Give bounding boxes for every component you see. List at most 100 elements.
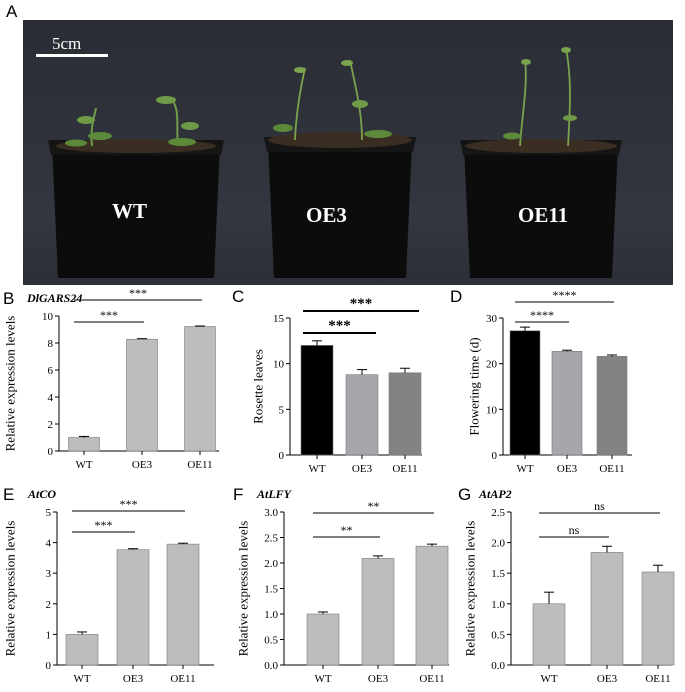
- significance-label: ****: [530, 308, 554, 322]
- y-tick-label: 5: [279, 404, 285, 416]
- y-tick-label: 20: [486, 359, 498, 371]
- bar-wt: [300, 345, 334, 456]
- significance-label: ***: [100, 308, 118, 322]
- x-tick-label: OE3: [352, 463, 373, 475]
- panel-letter-g: G: [458, 485, 471, 504]
- chart-panel-f: F AtLFY 0.0 0.5 1.0 1.5 2.0 2.5 3.0 Relative expr…: [233, 485, 449, 685]
- pot-oe11: OE11: [460, 47, 622, 278]
- x-tick-label: OE11: [599, 463, 624, 475]
- x-tick-label: WT: [73, 673, 90, 685]
- pot-wt: WT: [48, 96, 224, 278]
- y-tick-label: 3: [46, 568, 52, 580]
- y-tick-label: 4: [48, 392, 54, 404]
- y-tick-label: 1.5: [491, 568, 505, 580]
- bar-oe3: [345, 374, 379, 456]
- chart-title-f: AtLFY: [256, 487, 293, 501]
- chart-panel-e: E AtCO 0 1 2 3 4 5 Relative expression levels WT O…: [3, 485, 214, 685]
- x-tick-label: WT: [314, 673, 331, 685]
- chart-panel-c: C 0 5 10 15 Rosette leaves WT OE3 OE11 *** ***: [232, 287, 422, 475]
- y-tick-label: 1: [46, 629, 52, 641]
- x-tick-label: OE3: [597, 673, 618, 685]
- significance-label: ****: [553, 288, 577, 302]
- y-tick-label: 2: [48, 419, 54, 431]
- x-tick-label: OE11: [419, 673, 444, 685]
- significance-label: ***: [95, 518, 113, 532]
- y-tick-label: 0: [279, 450, 285, 462]
- x-tick-label: OE11: [392, 463, 417, 475]
- y-tick-label: 0.5: [491, 629, 505, 641]
- panel-letter-c: C: [232, 287, 244, 306]
- bar-oe11: [415, 545, 449, 666]
- y-tick-label: 10: [486, 404, 498, 416]
- x-tick-label: WT: [75, 459, 92, 471]
- y-tick-label: 0.0: [264, 660, 278, 672]
- x-tick-label: OE3: [132, 459, 153, 471]
- y-tick-label: 1.0: [491, 599, 505, 611]
- y-tick-label: 2.5: [491, 507, 505, 519]
- y-axis-label: Relative expression levels: [3, 521, 18, 657]
- y-tick-label: 10: [42, 311, 54, 323]
- bar-oe3: [361, 558, 395, 666]
- bar-oe3: [551, 351, 583, 456]
- x-tick-label: OE3: [368, 673, 389, 685]
- y-axis-label: Relative expression levels: [3, 316, 18, 452]
- scale-bar-label: 5cm: [52, 34, 81, 53]
- bar-wt: [532, 603, 566, 666]
- y-tick-label: 0.5: [264, 635, 278, 647]
- y-tick-label: 5: [46, 507, 52, 519]
- x-tick-label: OE11: [645, 673, 670, 685]
- x-tick-label: OE3: [123, 673, 144, 685]
- y-tick-label: 10: [273, 359, 285, 371]
- bar-oe11: [641, 571, 675, 666]
- panel-letter-d: D: [450, 287, 462, 306]
- chart-panel-d: D 0 10 20 30 Flowering time (d) WT OE3 OE11 **** *…: [450, 287, 632, 475]
- pot-oe3: OE3: [264, 59, 416, 278]
- y-tick-label: 2.0: [491, 538, 505, 550]
- significance-label: **: [341, 523, 353, 537]
- y-tick-label: 0: [492, 450, 498, 462]
- chart-title-g: AtAP2: [478, 487, 512, 501]
- x-tick-label: OE3: [557, 463, 578, 475]
- y-tick-label: 8: [48, 338, 54, 350]
- photo-panel-letter: A: [6, 2, 18, 21]
- significance-label: ***: [129, 286, 147, 300]
- significance-label: ***: [328, 318, 351, 334]
- y-tick-label: 1.0: [264, 609, 278, 621]
- y-tick-label: 30: [486, 313, 498, 325]
- bar-oe11: [166, 543, 200, 666]
- scale-bar: [36, 54, 108, 57]
- y-axis-label: Relative expression levels: [463, 521, 478, 657]
- chart-title-b: DlGARS24: [26, 291, 82, 305]
- pot-label-wt: WT: [112, 199, 147, 223]
- pot-label-oe3: OE3: [306, 203, 347, 227]
- chart-title-e: AtCO: [27, 487, 56, 501]
- y-tick-label: 6: [48, 365, 54, 377]
- significance-label: **: [368, 499, 380, 513]
- y-axis-label: Relative expression levels: [236, 521, 251, 657]
- photo-panel: A 5cm WT: [6, 2, 673, 285]
- y-tick-label: 4: [46, 538, 52, 550]
- pot-label-oe11: OE11: [518, 203, 568, 227]
- y-tick-label: 0: [48, 446, 54, 458]
- y-tick-label: 3.0: [264, 507, 278, 519]
- y-tick-label: 2.5: [264, 533, 278, 545]
- significance-label: ns: [569, 523, 580, 537]
- bar-wt: [509, 330, 541, 456]
- y-tick-label: 1.5: [264, 584, 278, 596]
- panel-letter-e: E: [3, 485, 14, 504]
- x-tick-label: WT: [308, 463, 325, 475]
- bar-wt: [306, 613, 340, 666]
- x-tick-label: OE11: [170, 673, 195, 685]
- chart-panel-b: B DlGARS24 0 2 4 6 8 10 Relative expression leve…: [3, 286, 219, 471]
- significance-label: ns: [594, 499, 605, 513]
- chart-panel-g: G AtAP2 0.0 0.5 1.0 1.5 2.0 2.5 Relative express…: [458, 485, 675, 685]
- bar-oe11: [184, 326, 216, 452]
- y-axis-label: Flowering time (d): [467, 337, 482, 435]
- y-axis-label: Rosette leaves: [251, 349, 266, 424]
- x-tick-label: WT: [540, 673, 557, 685]
- x-tick-label: OE11: [187, 459, 212, 471]
- bar-oe3: [126, 338, 158, 452]
- bar-oe11: [596, 356, 628, 456]
- y-tick-label: 15: [273, 313, 285, 325]
